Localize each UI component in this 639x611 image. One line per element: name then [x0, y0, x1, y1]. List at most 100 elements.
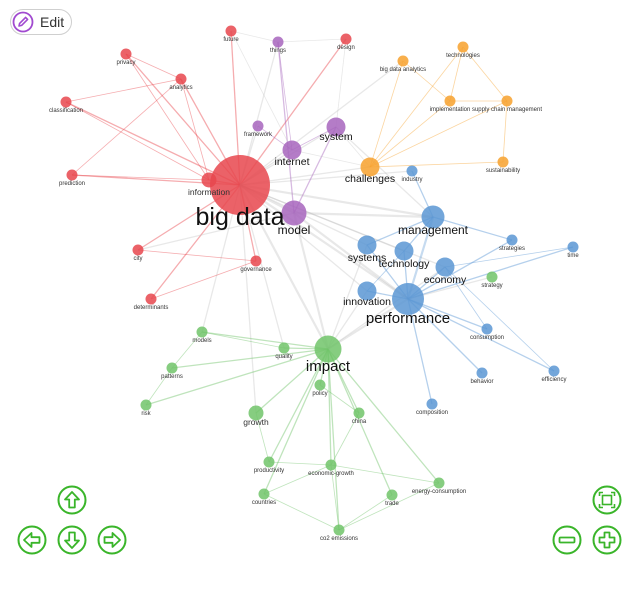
node-challenges[interactable] — [360, 157, 380, 177]
node-productivity[interactable] — [263, 456, 275, 468]
node-label-impact: impact — [306, 358, 351, 375]
graph-edge — [444, 266, 488, 330]
graph-edge — [65, 101, 210, 181]
node-label-supply-chain-management: supply chain management — [472, 107, 542, 113]
graph-edge — [239, 183, 434, 219]
node-countries[interactable] — [258, 488, 270, 500]
node-sustainability[interactable] — [497, 156, 509, 168]
node-label-things: things — [270, 48, 286, 54]
zoom-out-button[interactable] — [552, 525, 582, 555]
graph-nodes: future design privacy analytics classificati… — [49, 25, 579, 542]
graph-edge — [277, 41, 293, 151]
node-label-strategy: strategy — [481, 283, 502, 289]
graph-edge — [330, 464, 340, 531]
node-behavior[interactable] — [476, 367, 488, 379]
node-risk[interactable] — [140, 399, 152, 411]
node-framework[interactable] — [252, 120, 264, 132]
node-label-big-data-analytics: big data analytics — [380, 67, 426, 73]
node-system[interactable] — [326, 117, 346, 137]
node-consumption[interactable] — [481, 323, 493, 335]
pan-right-button[interactable] — [97, 525, 127, 555]
graph-edge — [366, 216, 434, 246]
node-label-growth: growth — [243, 417, 269, 427]
node-big-data-analytics[interactable] — [397, 55, 409, 67]
node-technologies[interactable] — [457, 41, 469, 53]
graph-edge — [71, 78, 182, 176]
pan-left-button[interactable] — [17, 525, 47, 555]
node-industry[interactable] — [406, 165, 418, 177]
node-co2-emissions[interactable] — [333, 524, 345, 536]
node-design[interactable] — [340, 33, 352, 45]
node-energy-consumption[interactable] — [433, 477, 445, 489]
graph-edge — [137, 249, 257, 262]
node-innovation[interactable] — [357, 281, 377, 301]
node-implementation[interactable] — [444, 95, 456, 107]
graph-edge — [263, 493, 340, 531]
graph-edge — [180, 78, 210, 181]
node-label-productivity: productivity — [254, 468, 284, 474]
node-growth[interactable] — [248, 405, 264, 421]
node-strategy[interactable] — [486, 271, 498, 283]
graph-edge — [293, 126, 337, 214]
node-technology[interactable] — [394, 241, 414, 261]
graph-edge — [319, 384, 360, 414]
node-model[interactable] — [281, 200, 307, 226]
node-analytics[interactable] — [175, 73, 187, 85]
node-strategies[interactable] — [506, 234, 518, 246]
node-privacy[interactable] — [120, 48, 132, 60]
node-models[interactable] — [196, 326, 208, 338]
graph-edge — [268, 348, 329, 463]
pan-up-button[interactable] — [57, 485, 87, 515]
node-economy[interactable] — [435, 257, 455, 277]
graph-edge — [338, 494, 393, 531]
node-internet[interactable] — [282, 140, 302, 160]
zoom-in-button[interactable] — [592, 525, 622, 555]
node-prediction[interactable] — [66, 169, 78, 181]
node-label-determinants: determinants — [134, 305, 169, 311]
node-systems[interactable] — [357, 235, 377, 255]
node-label-quality: quality — [275, 354, 292, 360]
node-performance[interactable] — [392, 283, 424, 315]
graph-edge — [327, 348, 440, 484]
node-supply-chain-management[interactable] — [501, 95, 513, 107]
node-classification[interactable] — [60, 96, 72, 108]
node-label-information: information — [188, 187, 230, 197]
node-economic-growth[interactable] — [325, 459, 337, 471]
node-trade[interactable] — [386, 489, 398, 501]
graph-edge — [293, 212, 409, 300]
node-things[interactable] — [272, 36, 284, 48]
graph-edge — [449, 46, 464, 102]
graph-edge — [330, 412, 360, 466]
arrow-left-icon — [17, 525, 47, 555]
node-china[interactable] — [353, 407, 365, 419]
edit-button[interactable]: Edit — [10, 9, 72, 35]
graph-edge — [171, 331, 203, 369]
node-composition[interactable] — [426, 398, 438, 410]
pan-down-button[interactable] — [57, 525, 87, 555]
pencil-icon — [12, 11, 34, 33]
node-label-system: system — [319, 131, 353, 143]
node-management[interactable] — [421, 205, 445, 229]
node-determinants[interactable] — [145, 293, 157, 305]
node-big-data[interactable] — [210, 155, 270, 215]
graph-edge — [502, 100, 508, 163]
graph-edge — [335, 126, 434, 218]
node-label-time: time — [567, 253, 579, 259]
node-quality[interactable] — [278, 342, 290, 354]
node-impact[interactable] — [314, 335, 342, 363]
node-efficiency[interactable] — [548, 365, 560, 377]
node-label-internet: internet — [274, 156, 309, 168]
graph-edge — [327, 266, 446, 350]
node-city[interactable] — [132, 244, 144, 256]
graph-edge — [462, 46, 508, 102]
node-time[interactable] — [567, 241, 579, 253]
node-future[interactable] — [225, 25, 237, 37]
node-governance[interactable] — [250, 255, 262, 267]
node-policy[interactable] — [314, 379, 326, 391]
fit-to-screen-button[interactable] — [592, 485, 622, 515]
graph-edge — [293, 211, 434, 219]
arrow-right-icon — [97, 525, 127, 555]
node-patterns[interactable] — [166, 362, 178, 374]
graph-edge — [369, 60, 404, 168]
